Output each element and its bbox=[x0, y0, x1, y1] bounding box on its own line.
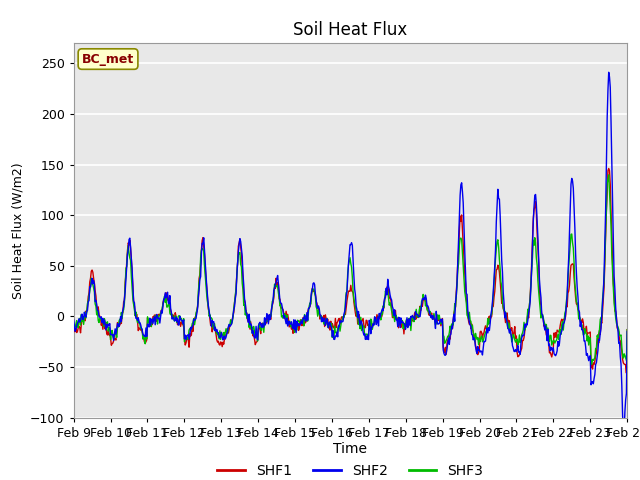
X-axis label: Time: Time bbox=[333, 443, 367, 456]
Title: Soil Heat Flux: Soil Heat Flux bbox=[293, 21, 408, 39]
Legend: SHF1, SHF2, SHF3: SHF1, SHF2, SHF3 bbox=[212, 458, 489, 480]
Y-axis label: Soil Heat Flux (W/m2): Soil Heat Flux (W/m2) bbox=[12, 162, 25, 299]
Text: BC_met: BC_met bbox=[82, 53, 134, 66]
